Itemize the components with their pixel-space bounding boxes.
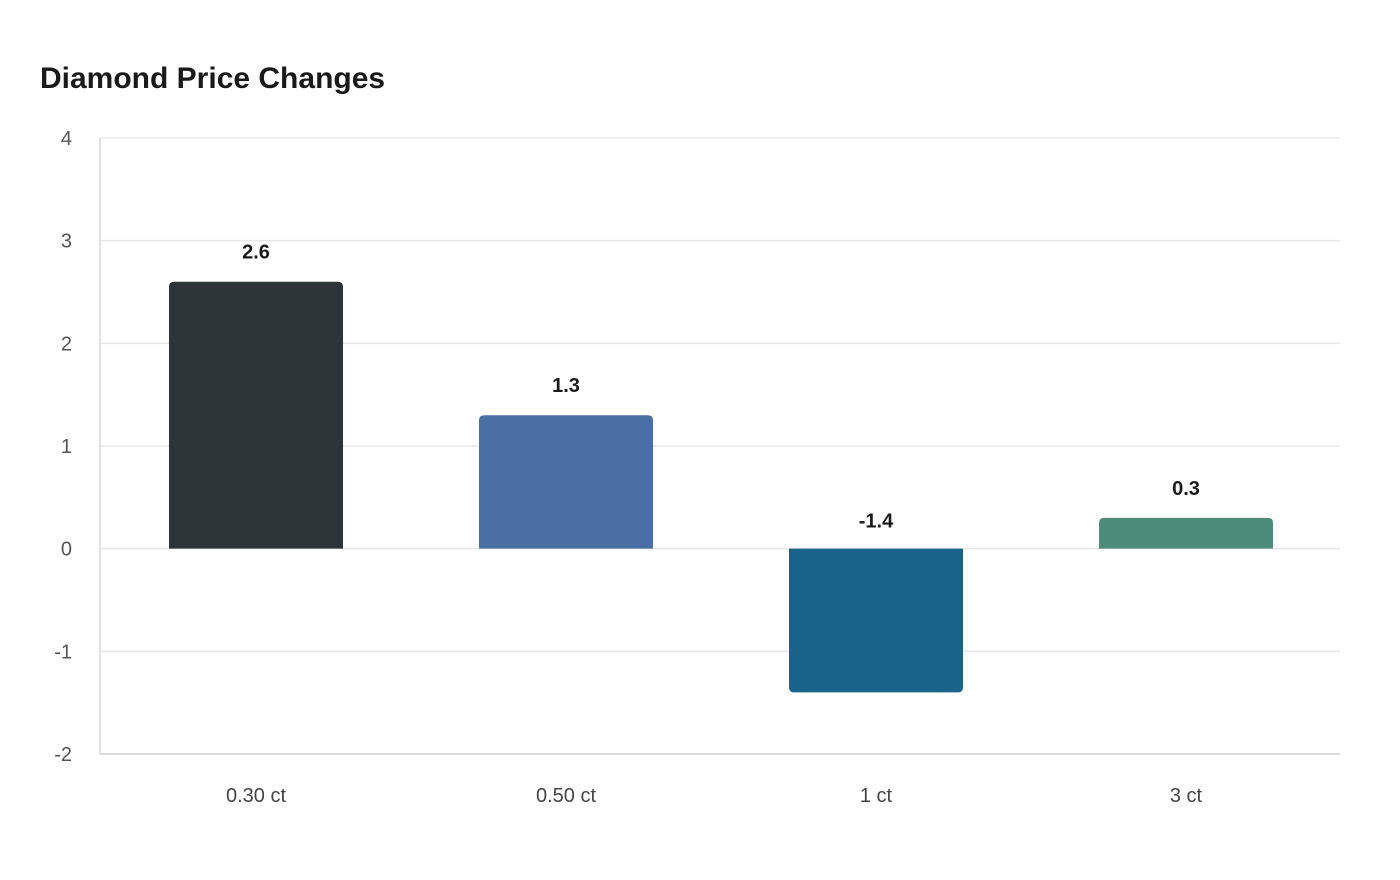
data-label: 2.6 xyxy=(242,242,270,264)
y-axis-ticks: 4 3 2 1 0 -1 -2 xyxy=(54,128,72,766)
data-label: -1.4 xyxy=(859,511,894,533)
bar-1-ct xyxy=(789,548,963,693)
x-tick-label: 1 ct xyxy=(860,785,893,807)
x-tick-label: 0.50 ct xyxy=(536,785,596,807)
chart-title: Diamond Price Changes xyxy=(40,62,386,95)
y-tick-label: 2 xyxy=(61,333,72,355)
y-tick-label: 0 xyxy=(61,539,72,561)
y-tick-label: 3 xyxy=(61,231,72,253)
axes xyxy=(99,138,1340,755)
x-axis-ticks: 0.30 ct 0.50 ct 1 ct 3 ct xyxy=(226,785,1203,807)
y-tick-label: 4 xyxy=(61,128,72,150)
data-label: 1.3 xyxy=(552,375,580,397)
x-tick-label: 0.30 ct xyxy=(226,785,286,807)
bar-0-30-ct xyxy=(169,281,343,549)
data-label: 0.3 xyxy=(1172,478,1200,500)
bar-0-50-ct xyxy=(479,415,653,549)
y-tick-label: 1 xyxy=(61,436,72,458)
x-tick-label: 3 ct xyxy=(1170,785,1203,807)
y-tick-label: -2 xyxy=(54,744,72,766)
data-labels: 2.6 1.3 -1.4 0.3 xyxy=(242,242,1200,533)
bars xyxy=(169,281,1273,693)
bar-3-ct xyxy=(1099,517,1273,549)
y-tick-label: -1 xyxy=(54,641,72,663)
